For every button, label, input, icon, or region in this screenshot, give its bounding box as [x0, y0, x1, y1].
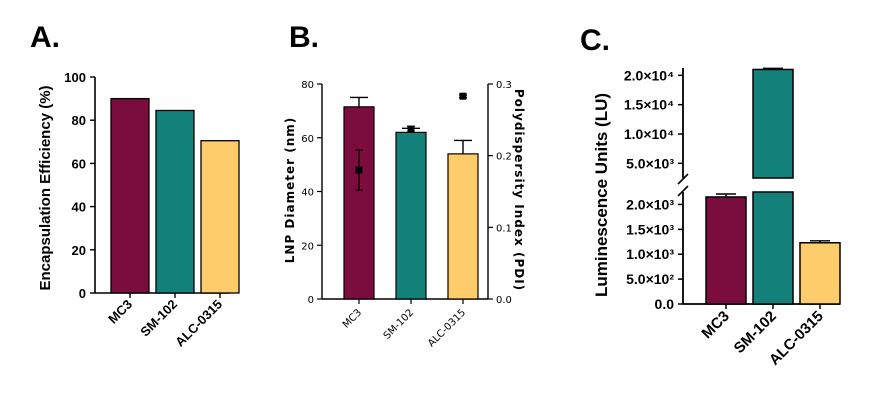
panel-b-pdi-points [355, 92, 467, 174]
panel-b-y2-tick-0.3: 0.3 [496, 80, 512, 91]
panel-b-y-tick-80: 80 [301, 80, 314, 91]
panel-b-diameter-bar-sm-102 [395, 131, 427, 300]
panel-b-y2-tick-0.1: 0.1 [496, 223, 512, 234]
panel-a-bars [110, 97, 240, 294]
panel-c-y-tick-upper-0: 5.0×10³ [626, 155, 674, 171]
panel-c-bars [705, 68, 841, 305]
panel-a-x-tick-mc3: MC3 [105, 297, 135, 327]
panel-a-y-tick-0: 0 [79, 286, 86, 301]
panel-b-bars [343, 106, 479, 300]
panel-a: A. Encapsulation Efficiency (%) 0 20 40 60 8… [30, 21, 240, 350]
panel-c-y-ticks: 0.0 5.0×10² 1.0×10³ 1.5×10³ 2.0×10³ 5.0×10³ 1.… [624, 67, 683, 312]
panel-b-x-tick-sm-102: SM-102 [382, 307, 416, 341]
panel-c-axis-break-mark-upper [677, 173, 689, 185]
panel-c-bar-mc3 [705, 196, 747, 305]
panel-b-y2-axis-title: Polydispersity Index (PDI) [512, 89, 526, 291]
panel-b-x-tick-mc3: MC3 [341, 307, 364, 330]
panel-c: C. Luminescence Units (LU) 0.0 5.0×10² 1.0… [580, 24, 841, 369]
panel-b: B. LNP Diameter (nm) Polydispersity Inde… [283, 21, 526, 349]
panel-a-x-tick-alc-0315: ALC-0315 [172, 297, 225, 350]
panel-b-pdi-point-mc3 [355, 166, 363, 174]
panel-a-y-tick-60: 60 [72, 156, 86, 171]
panel-c-axis-break-mark-lower [677, 185, 689, 197]
panel-c-y-tick-upper-3: 2.0×10⁴ [624, 67, 674, 83]
panel-c-y-tick-lower-1: 5.0×10² [626, 271, 674, 287]
panel-b-y2-ticks: 0.0 0.1 0.2 0.3 [488, 80, 512, 306]
panel-c-y-tick-lower-4: 2.0×10³ [626, 196, 674, 212]
panel-a-bar-sm-102 [155, 109, 195, 294]
panel-c-y-tick-upper-2: 1.5×10⁴ [624, 97, 674, 113]
panel-b-y2-tick-0.2: 0.2 [496, 152, 512, 163]
panel-b-x-ticks: MC3 SM-102 ALC-0315 [341, 299, 468, 349]
panel-b-y-tick-0: 0 [308, 295, 314, 306]
panel-c-y-tick-upper-1: 1.0×10⁴ [624, 126, 674, 142]
panel-a-y-tick-40: 40 [72, 200, 86, 215]
panel-b-pdi-point-alc-0315 [459, 92, 467, 100]
panel-c-error-bars [716, 67, 830, 243]
panel-c-y-tick-lower-3: 1.5×10³ [626, 221, 674, 237]
panel-a-bar-alc-0315 [200, 140, 240, 294]
panel-a-y-tick-100: 100 [64, 70, 86, 85]
panel-c-y-axis-title: Luminescence Units (LU) [592, 93, 611, 297]
panel-b-y-axis-title: LNP Diameter (nm) [283, 117, 297, 263]
panel-c-y-tick-lower-2: 1.0×10³ [626, 246, 674, 262]
panel-b-diameter-bar-mc3 [343, 106, 375, 300]
panel-c-bar-alc-0315 [799, 242, 841, 305]
panel-b-y-tick-20: 20 [301, 241, 314, 252]
panel-c-bar-sm-102-lower [752, 191, 794, 305]
panel-c-y-tick-lower-0: 0.0 [655, 296, 675, 312]
panel-c-letter: C. [580, 24, 610, 57]
panel-b-y-ticks: 0 20 40 60 80 [301, 80, 322, 306]
panel-a-y-axis-title: Encapsulation Efficiency (%) [37, 85, 54, 290]
panel-a-y-tick-20: 20 [72, 243, 86, 258]
panel-a-bar-mc3 [110, 97, 150, 294]
panel-b-x-tick-alc-0315: ALC-0315 [426, 307, 468, 349]
panel-c-bar-sm-102-upper [752, 68, 794, 179]
panel-a-letter: A. [30, 21, 60, 54]
panel-a-y-tick-80: 80 [72, 113, 86, 128]
panel-b-y-tick-40: 40 [301, 188, 314, 199]
panel-b-pdi-point-sm-102 [407, 125, 415, 133]
panel-b-y-tick-60: 60 [301, 134, 314, 145]
panel-c-x-tick-mc3: MC3 [698, 308, 732, 342]
panel-b-diameter-bar-alc-0315 [447, 153, 479, 300]
panel-a-y-ticks: 0 20 40 60 80 100 [64, 70, 95, 301]
panel-a-x-tick-sm-102: SM-102 [137, 297, 180, 340]
panel-b-y2-tick-0.0: 0.0 [496, 295, 512, 306]
panel-b-letter: B. [289, 21, 319, 54]
